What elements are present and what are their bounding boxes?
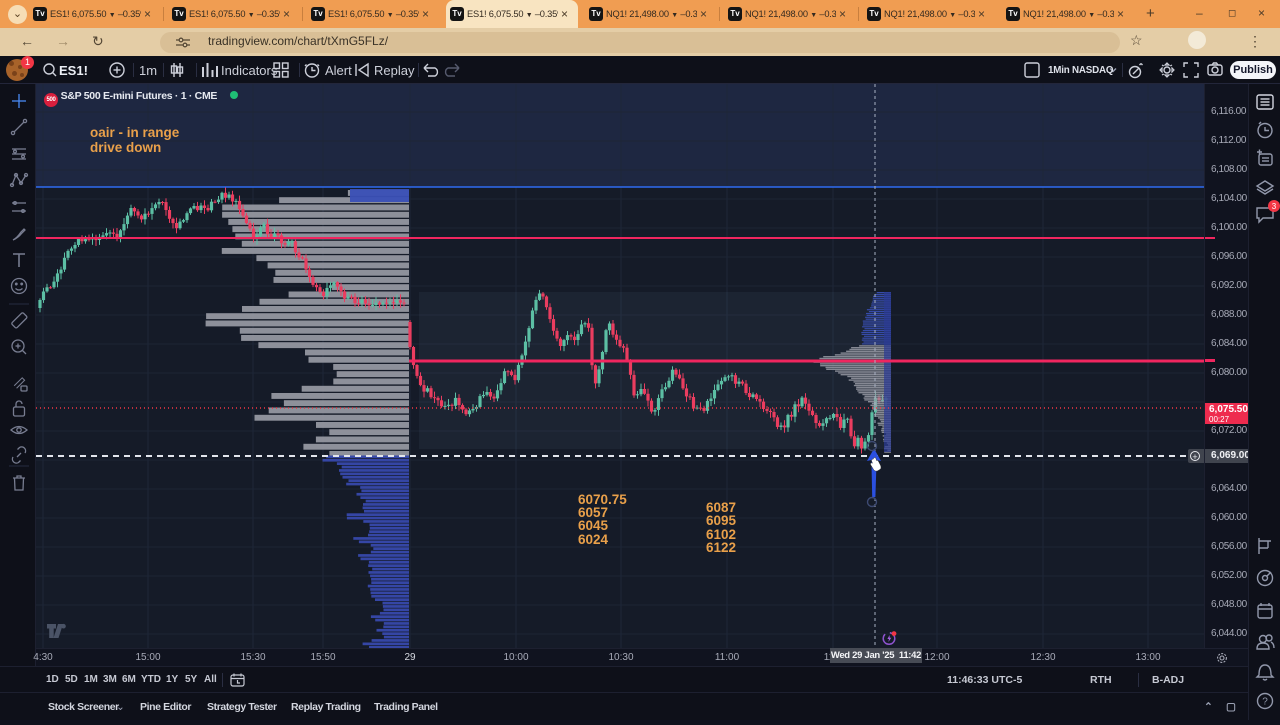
svg-text:3: 3 xyxy=(1272,202,1277,211)
svg-text:?: ? xyxy=(1262,697,1268,708)
